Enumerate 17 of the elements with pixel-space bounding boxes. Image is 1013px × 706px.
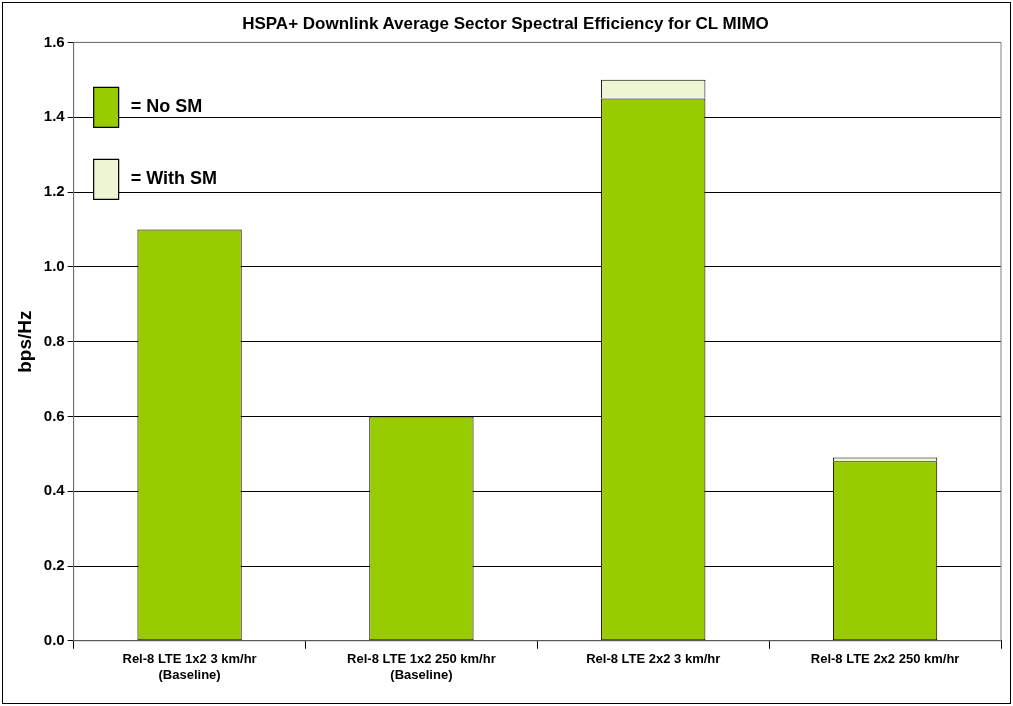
y-tick-label: 0.2 xyxy=(43,556,65,574)
x-tick-label: Rel-8 LTE 1x2 3 km/hr (Baseline) xyxy=(122,651,257,682)
chart-title: HSPA+ Downlink Average Sector Spectral Efficiency for CL MIMO xyxy=(242,13,769,33)
y-tick-label: 0.8 xyxy=(43,331,65,349)
y-tick-label: 1.0 xyxy=(43,256,65,274)
y-tick-label: 1.6 xyxy=(43,32,65,50)
x-tick-label: Rel-8 LTE 1x2 250 km/hr (Baseline) xyxy=(347,651,496,682)
legend-label: = No SM xyxy=(130,96,203,117)
y-axis-title: bps/Hz xyxy=(13,310,35,373)
y-tick-label: 0.4 xyxy=(43,481,66,499)
y-tick-label: 1.4 xyxy=(43,107,66,125)
y-tick-label: 0.0 xyxy=(43,630,65,648)
x-tick-label: Rel-8 LTE 2x2 250 km/hr xyxy=(810,651,960,667)
y-tick-label: 1.2 xyxy=(43,182,65,200)
legend-label: = With SM xyxy=(130,168,217,189)
y-tick-label: 0.6 xyxy=(43,406,65,424)
x-tick-label: Rel-8 LTE 2x2 3 km/hr xyxy=(586,651,721,667)
